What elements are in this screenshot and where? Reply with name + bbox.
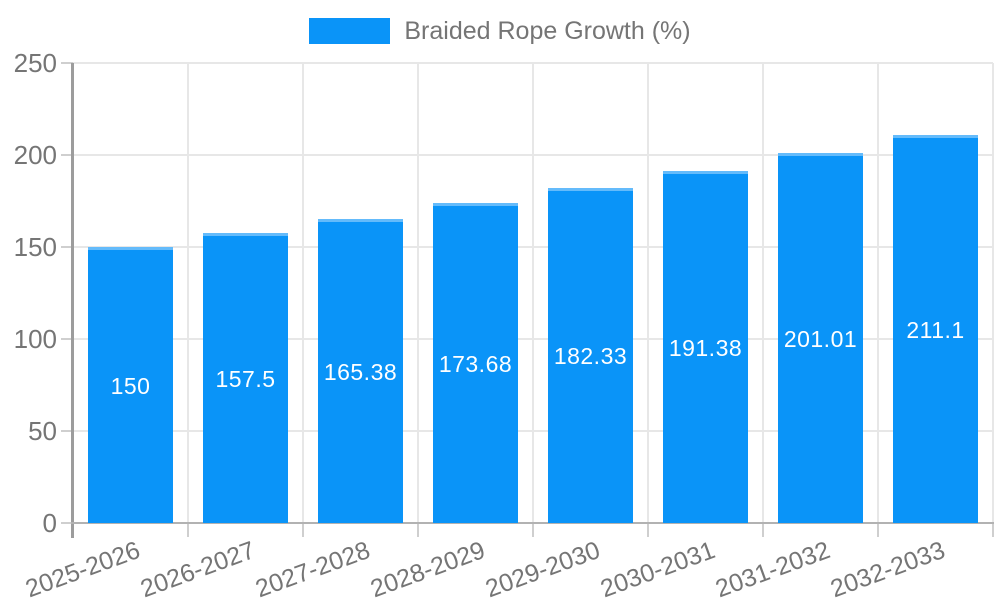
y-axis-tick xyxy=(61,154,73,156)
bar[interactable]: 157.5 xyxy=(203,233,288,523)
v-gridline xyxy=(187,63,189,523)
bar-value-label: 157.5 xyxy=(215,366,276,393)
x-tick-label: 2032-2033 xyxy=(826,536,949,600)
x-tick-label: 2029-2030 xyxy=(481,536,604,600)
v-gridline xyxy=(532,63,534,523)
bar[interactable]: 211.1 xyxy=(893,134,978,523)
x-tick-label: 2031-2032 xyxy=(711,536,834,600)
legend-swatch xyxy=(309,18,391,44)
y-axis-tick xyxy=(61,246,73,248)
x-tick-label: 2025-2026 xyxy=(21,536,144,600)
bar[interactable]: 191.38 xyxy=(663,170,748,523)
x-axis-tick xyxy=(532,523,534,537)
y-tick-label: 150 xyxy=(13,232,57,262)
y-axis-tick xyxy=(61,430,73,432)
x-tick-label: 2027-2028 xyxy=(251,536,374,600)
x-axis-tick xyxy=(417,523,419,537)
bar[interactable]: 150 xyxy=(88,247,173,523)
bar-value-label: 165.38 xyxy=(323,358,398,385)
bar[interactable]: 165.38 xyxy=(318,218,403,523)
v-gridline xyxy=(302,63,304,523)
x-axis-tick xyxy=(877,523,879,537)
legend-label: Braided Rope Growth (%) xyxy=(404,17,691,45)
y-axis-tick xyxy=(61,338,73,340)
x-axis-tick xyxy=(762,523,764,537)
bar-value-label: 201.01 xyxy=(783,326,858,353)
x-axis-tick xyxy=(187,523,189,537)
bar[interactable]: 201.01 xyxy=(778,153,863,523)
bar-value-label: 191.38 xyxy=(668,334,743,361)
y-tick-label: 100 xyxy=(13,324,57,354)
v-gridline xyxy=(992,63,994,523)
y-axis-line xyxy=(71,63,74,538)
bar[interactable]: 182.33 xyxy=(548,187,633,523)
y-axis-tick xyxy=(61,522,73,524)
y-tick-label: 50 xyxy=(28,416,57,446)
bar-value-label: 211.1 xyxy=(906,316,965,343)
bar-value-label: 150 xyxy=(110,373,151,399)
v-gridline xyxy=(762,63,764,523)
y-tick-label: 200 xyxy=(13,140,57,170)
v-gridline xyxy=(877,63,879,523)
bar-value-label: 173.68 xyxy=(438,351,513,378)
x-tick-label: 2028-2029 xyxy=(366,536,489,600)
y-axis-tick xyxy=(61,62,73,64)
y-tick-label: 250 xyxy=(13,48,57,78)
x-axis-tick xyxy=(992,523,994,537)
x-tick-label: 2026-2027 xyxy=(136,536,259,600)
x-axis-line xyxy=(71,522,994,524)
x-tick-label: 2030-2031 xyxy=(596,536,719,600)
v-gridline xyxy=(417,63,419,523)
v-gridline xyxy=(647,63,649,523)
bar[interactable]: 173.68 xyxy=(433,203,518,523)
x-axis-tick xyxy=(647,523,649,537)
y-tick-label: 0 xyxy=(42,508,57,538)
legend-item[interactable]: Braided Rope Growth (%) xyxy=(0,17,1000,45)
x-axis-tick xyxy=(302,523,304,537)
bar-value-label: 182.33 xyxy=(553,343,628,370)
